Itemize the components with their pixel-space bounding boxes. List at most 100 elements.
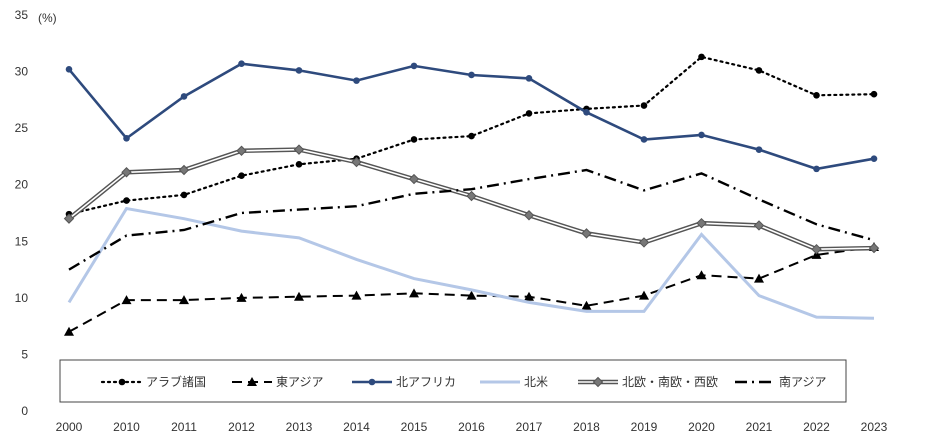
data-point [238, 60, 245, 67]
data-point [410, 62, 418, 70]
data-point [63, 213, 75, 224]
data-point [236, 145, 247, 156]
data-point [123, 135, 130, 142]
data-point [121, 295, 132, 305]
x-tick-label: 2012 [228, 420, 255, 434]
data-point [247, 377, 257, 386]
data-point [524, 291, 534, 301]
data-point [293, 144, 305, 155]
data-point [121, 167, 132, 178]
data-point [410, 136, 418, 143]
data-point [696, 270, 707, 280]
x-tick-label: 2016 [458, 420, 485, 434]
data-point [583, 109, 590, 116]
series-北米 [67, 206, 875, 320]
data-point [868, 242, 880, 254]
data-point [294, 291, 304, 301]
data-point [581, 300, 592, 310]
x-tick-label: 2010 [113, 420, 140, 434]
x-tick-label: 2019 [631, 420, 658, 434]
legend-label: 北アフリカ [396, 375, 456, 389]
series-北欧・南欧・西欧 [63, 144, 880, 255]
y-tick-label: 30 [15, 65, 29, 79]
x-tick-label: 2015 [401, 420, 428, 434]
data-point [755, 146, 763, 153]
data-point [870, 90, 878, 98]
legend-label: 南アジア [779, 374, 827, 389]
data-point [638, 237, 650, 248]
x-tick-label: 2023 [861, 420, 888, 434]
legend-label: 東アジア [276, 375, 324, 389]
data-point [353, 77, 360, 84]
series-南アジア [68, 168, 875, 271]
data-point [698, 131, 705, 139]
data-point [696, 217, 707, 229]
legend: アラブ諸国 東アジア 北アフリカ 北米 北欧・南欧・西欧 南アジア [59, 359, 847, 403]
x-tick-label: 2021 [746, 420, 773, 434]
data-point [640, 102, 648, 109]
data-point [466, 190, 477, 202]
data-point [368, 378, 376, 386]
data-point [813, 92, 820, 99]
data-point [118, 378, 126, 386]
series-line [68, 62, 875, 171]
data-point [811, 243, 822, 255]
legend-entry: 北米 [480, 375, 548, 389]
y-tick-label: 10 [15, 291, 29, 305]
y-tick-label: 15 [15, 234, 29, 248]
legend-entry: アラブ諸国 [100, 374, 206, 389]
data-point [813, 165, 820, 173]
data-point [180, 93, 188, 100]
data-point [754, 273, 764, 283]
legend-entry: 北アフリカ [352, 375, 456, 389]
y-axis-ticks: 0 5 10 15 20 25 30 35 [15, 8, 29, 418]
y-tick-label: 0 [21, 404, 28, 418]
x-tick-label: 2011 [171, 420, 197, 434]
data-point [523, 210, 535, 221]
data-point [639, 290, 649, 300]
y-unit-label: (%) [38, 11, 57, 25]
data-point [351, 290, 362, 300]
data-point [295, 67, 303, 74]
data-point [178, 164, 190, 176]
data-point [592, 376, 604, 388]
data-point [238, 172, 245, 179]
series-line [68, 168, 875, 271]
data-point [468, 71, 475, 79]
series-北アフリカ [65, 60, 878, 173]
x-tick-label: 2018 [573, 420, 600, 434]
data-point [698, 53, 705, 61]
y-tick-label: 5 [21, 347, 28, 361]
y-tick-label: 35 [15, 8, 29, 22]
y-tick-label: 20 [15, 178, 29, 192]
legend-label: 北米 [524, 375, 548, 389]
data-point [409, 288, 419, 298]
data-point [351, 156, 362, 168]
legend-entry: 東アジア [232, 375, 324, 389]
data-point [468, 132, 475, 140]
legend-entry: 南アジア [735, 374, 827, 389]
legend-entry: 北欧・南欧・西欧 [578, 374, 718, 389]
data-point [64, 326, 74, 336]
data-point [466, 290, 477, 300]
data-point [755, 67, 763, 74]
x-tick-label: 2014 [343, 420, 370, 434]
data-point [640, 136, 648, 143]
data-point [525, 75, 533, 82]
series-lines [63, 53, 880, 336]
legend-box [59, 359, 847, 403]
data-point [581, 228, 592, 239]
x-tick-label: 2000 [56, 420, 83, 434]
series-line [67, 206, 875, 320]
data-point [123, 197, 130, 204]
x-tick-label: 2020 [688, 420, 715, 434]
x-tick-label: 2013 [286, 420, 313, 434]
x-tick-label: 2022 [803, 420, 830, 434]
data-point [753, 220, 765, 231]
data-point [525, 110, 533, 117]
data-point [870, 155, 878, 162]
x-axis-ticks: 2000 2010 2011 2012 2013 2014 2015 2016 2017 2018… [56, 420, 888, 434]
series-line [67, 55, 876, 216]
legend-label: アラブ諸国 [146, 374, 206, 389]
